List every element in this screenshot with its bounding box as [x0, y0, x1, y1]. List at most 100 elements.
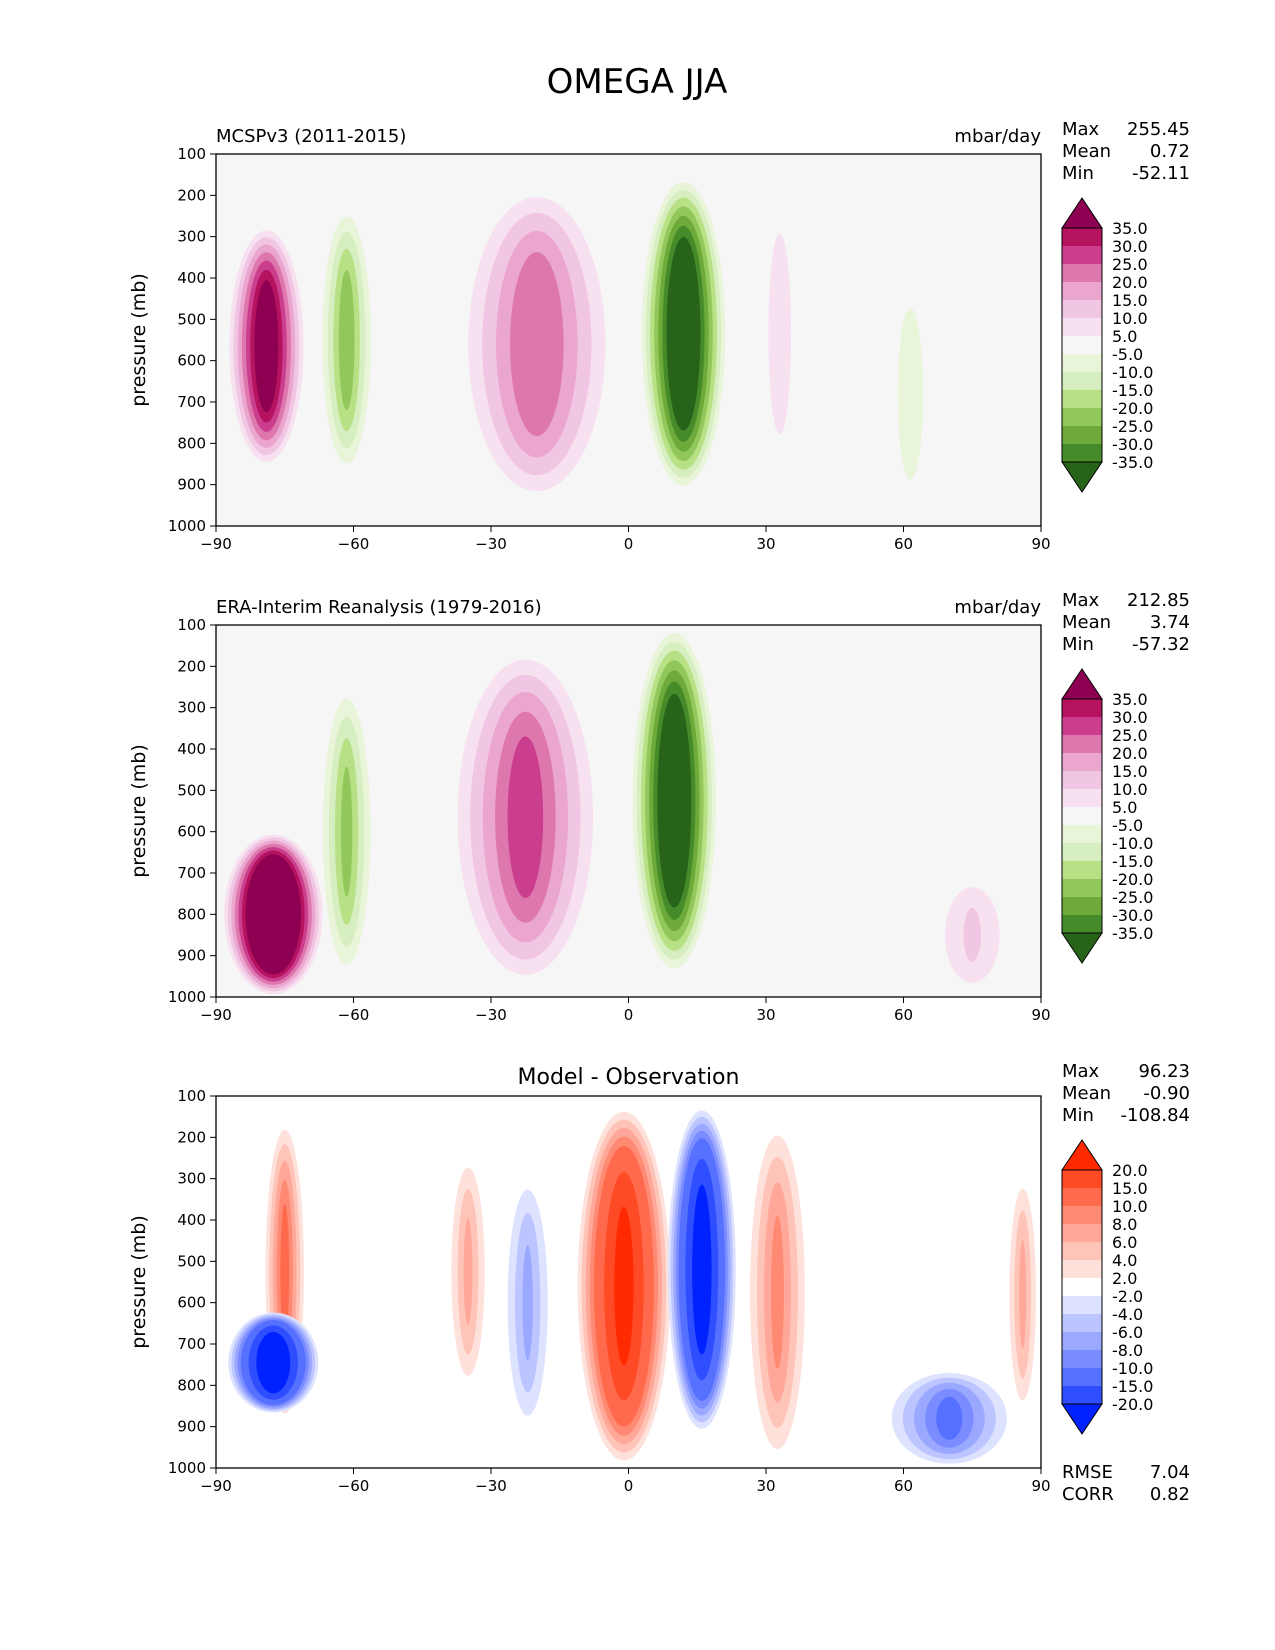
stat-value: 3.74 — [1150, 612, 1190, 633]
y-tick-label: 100 — [177, 145, 206, 163]
x-tick-label: −60 — [338, 1006, 370, 1024]
x-tick-label: −90 — [200, 1006, 232, 1024]
colorbar-swatch — [1062, 408, 1102, 426]
colorbar-label: 15.0 — [1112, 291, 1148, 310]
contour-band — [963, 907, 981, 963]
colorbar-swatch — [1062, 843, 1102, 861]
colorbar-label: -20.0 — [1112, 399, 1153, 418]
colorbar-label: 35.0 — [1112, 219, 1148, 238]
x-tick-label: 0 — [624, 535, 634, 553]
y-tick-label: 200 — [177, 657, 206, 675]
y-axis-label: pressure (mb) — [128, 273, 150, 407]
colorbar-label: 5.0 — [1112, 798, 1137, 817]
y-tick-label: 200 — [177, 1128, 206, 1146]
y-tick-label: 300 — [177, 1170, 206, 1188]
colorbar-extend-max — [1061, 197, 1103, 229]
colorbar-frame — [1061, 698, 1103, 934]
colorbar-swatch — [1062, 861, 1102, 879]
stat-label: Max — [1062, 119, 1100, 140]
colorbar-label: 6.0 — [1112, 1233, 1137, 1252]
colorbar-swatch — [1062, 915, 1102, 933]
colorbar-swatch — [1062, 1368, 1102, 1386]
contour-field — [228, 1110, 1037, 1464]
stat-label: Min — [1062, 634, 1094, 655]
colorbar-swatch — [1062, 426, 1102, 444]
colorbar-label: -15.0 — [1112, 852, 1153, 871]
contour-band — [463, 1218, 473, 1325]
colorbar-swatch — [1062, 1170, 1102, 1188]
colorbar-label: 10.0 — [1112, 309, 1148, 328]
y-tick-label: 900 — [177, 476, 206, 494]
colorbar-label: -6.0 — [1112, 1323, 1143, 1342]
y-tick-label: 500 — [177, 310, 206, 328]
colorbar-swatch — [1062, 1350, 1102, 1368]
colorbar-label: -10.0 — [1112, 1359, 1153, 1378]
contour-band — [254, 280, 279, 413]
colorbar-label: 25.0 — [1112, 255, 1148, 274]
colorbar-label: 20.0 — [1112, 744, 1148, 763]
colorbar-label: 30.0 — [1112, 708, 1148, 727]
colorbar-label: -25.0 — [1112, 888, 1153, 907]
colorbar-swatch — [1062, 1278, 1102, 1296]
colorbar-extend-max — [1061, 1139, 1103, 1171]
colorbar-swatch — [1062, 771, 1102, 789]
colorbar-extend-min — [1061, 932, 1103, 964]
panel-title: ERA-Interim Reanalysis (1979-2016) — [216, 597, 542, 618]
colorbar-extend-min — [1061, 1403, 1103, 1435]
colorbar-swatch — [1062, 282, 1102, 300]
y-tick-label: 300 — [177, 699, 206, 717]
y-tick-label: 400 — [177, 269, 206, 287]
colorbar-swatch — [1062, 717, 1102, 735]
metric-value: 7.04 — [1150, 1462, 1190, 1483]
colorbar-swatch — [1062, 1386, 1102, 1404]
colorbar-swatch — [1062, 354, 1102, 372]
y-tick-label: 300 — [177, 228, 206, 246]
colorbar-swatch — [1062, 228, 1102, 246]
y-tick-label: 200 — [177, 186, 206, 204]
colorbar-label: -5.0 — [1112, 816, 1143, 835]
y-tick-label: 700 — [177, 1335, 206, 1353]
colorbar-label: 2.0 — [1112, 1269, 1137, 1288]
contour-band — [897, 307, 923, 480]
contour-band — [507, 736, 544, 898]
colorbar-swatch — [1062, 336, 1102, 354]
colorbar-frame — [1061, 227, 1103, 463]
y-axis-label: pressure (mb) — [128, 744, 150, 878]
x-tick-label: 30 — [756, 1477, 775, 1495]
colorbar-label: 20.0 — [1112, 1161, 1148, 1180]
y-tick-label: 600 — [177, 352, 206, 370]
contour-field — [224, 633, 1000, 995]
x-tick-label: 90 — [1031, 1006, 1050, 1024]
y-tick-label: 800 — [177, 905, 206, 923]
colorbar-label: 30.0 — [1112, 237, 1148, 256]
colorbar-label: 5.0 — [1112, 327, 1137, 346]
y-tick-label: 1000 — [168, 517, 206, 535]
contour-band — [770, 1215, 784, 1370]
colorbar-label: -10.0 — [1112, 834, 1153, 853]
colorbar-swatch — [1062, 1206, 1102, 1224]
y-axis-label: pressure (mb) — [128, 1215, 150, 1349]
x-tick-label: 30 — [756, 535, 775, 553]
contour-band — [256, 1331, 291, 1394]
colorbar-label: -35.0 — [1112, 453, 1153, 472]
y-tick-label: 100 — [177, 1087, 206, 1105]
x-tick-label: −30 — [475, 1477, 507, 1495]
x-tick-label: −60 — [338, 535, 370, 553]
stat-value: -0.90 — [1143, 1083, 1190, 1104]
y-tick-label: 900 — [177, 947, 206, 965]
colorbar-label: -8.0 — [1112, 1341, 1143, 1360]
y-tick-label: 800 — [177, 1376, 206, 1394]
stat-label: Mean — [1062, 612, 1111, 633]
stat-label: Mean — [1062, 141, 1111, 162]
contour-band — [692, 1184, 712, 1355]
colorbar-swatch — [1062, 246, 1102, 264]
colorbar-label: -2.0 — [1112, 1287, 1143, 1306]
y-tick-label: 400 — [177, 1211, 206, 1229]
contour-band — [280, 1204, 290, 1340]
colorbar-label: -15.0 — [1112, 381, 1153, 400]
stat-value: -57.32 — [1132, 634, 1190, 655]
contour-band — [936, 1396, 963, 1440]
